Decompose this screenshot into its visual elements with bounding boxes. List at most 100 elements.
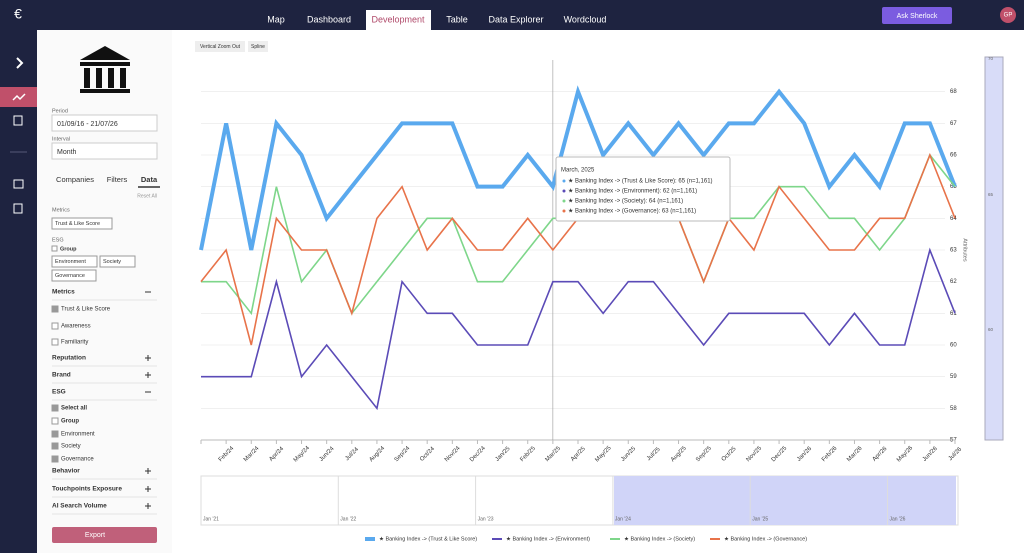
chip[interactable] <box>51 269 97 282</box>
y-tick-label: 59 <box>950 374 957 380</box>
period-label: Period <box>52 108 68 114</box>
chip[interactable] <box>99 255 136 268</box>
nav-tab: Map <box>267 14 285 24</box>
section-header: Brand <box>52 372 71 379</box>
y-tick-label: 63 <box>950 248 957 254</box>
spline-button[interactable] <box>248 41 268 52</box>
y-axis-title: Attributes <box>962 238 968 261</box>
x-tick-label: Oct/24 <box>419 446 436 463</box>
legend-label[interactable]: ★ Banking Index -> (Environment) <box>506 535 590 542</box>
export-button[interactable] <box>52 527 157 543</box>
zoom-button[interactable] <box>195 41 245 52</box>
x-tick-label: Jun/24 <box>319 445 336 462</box>
period-value: 01/09/16 - 21/07/26 <box>57 121 118 128</box>
chip-label: Governance <box>55 273 85 279</box>
checkbox[interactable] <box>51 417 59 425</box>
chip[interactable] <box>51 217 113 230</box>
folder-icon[interactable] <box>13 179 24 189</box>
bar-icon[interactable] <box>13 115 23 126</box>
x-tick-label: Dec/25 <box>771 445 789 463</box>
checkbox-label: Society <box>61 444 81 450</box>
y-tick-label: 67 <box>950 121 957 127</box>
checkbox-label: Awareness <box>61 324 91 330</box>
checkbox[interactable] <box>51 442 59 450</box>
chip-label: Environment <box>55 259 86 265</box>
legend-label[interactable]: ★ Banking Index -> (Society) <box>624 535 695 542</box>
tooltip-title: March, 2025 <box>561 168 595 174</box>
sidebar-tab: Filters <box>107 175 128 184</box>
avatar[interactable] <box>1000 7 1016 23</box>
y-navigator[interactable] <box>984 56 1004 441</box>
x-tick-label: Jun/25 <box>620 445 637 462</box>
y-tick-label: 65 <box>950 184 957 190</box>
nav-tab: Table <box>446 14 468 24</box>
interval-select[interactable] <box>51 142 158 160</box>
bank-icon <box>80 46 130 93</box>
checkbox[interactable] <box>51 430 59 438</box>
tooltip-dot <box>562 189 566 193</box>
active-tab <box>366 10 431 30</box>
checkbox[interactable] <box>51 404 59 412</box>
tooltip <box>555 156 731 222</box>
nav-tab: Dashboard <box>307 14 351 24</box>
x-tick-label: Nov/24 <box>444 445 462 463</box>
ask-label: Ask Sherlock <box>897 13 938 20</box>
sidebar-tab: Data <box>141 175 158 184</box>
x-tick-label: May/24 <box>293 445 312 464</box>
x-tick-label: Jul/24 <box>344 446 360 462</box>
chip[interactable] <box>51 255 98 268</box>
tooltip-line: ★ Banking Index -> (Society): 64 (n=1,16… <box>568 198 683 205</box>
expand-icon[interactable] <box>16 57 24 69</box>
x-tick-label: Feb/26 <box>821 445 839 463</box>
y-tick-label: 64 <box>950 216 957 222</box>
tooltip-dot <box>562 179 566 183</box>
avatar-initials: GP <box>1004 13 1013 19</box>
period-input[interactable] <box>51 114 158 132</box>
checkbox[interactable] <box>51 455 59 463</box>
x-tick-label: Jan/25 <box>495 445 512 462</box>
legend-label[interactable]: ★ Banking Index -> (Governance) <box>724 535 807 542</box>
x-tick-label: Mar/26 <box>846 445 864 463</box>
checkbox[interactable] <box>51 245 58 252</box>
ask-button[interactable] <box>882 7 952 24</box>
toolbar-button: Spline <box>251 44 265 50</box>
x-tick-label: May/26 <box>896 445 915 464</box>
legend-label[interactable]: ★ Banking Index -> (Trust & Like Score) <box>379 535 477 542</box>
y-tick-label: 66 <box>950 153 957 159</box>
chip-label: Trust & Like Score <box>55 221 100 227</box>
x-tick-label: Oct/25 <box>721 446 738 463</box>
group-label: Group <box>60 246 77 252</box>
x-tick-label: Sep/25 <box>695 445 713 463</box>
tooltip-dot <box>562 209 566 213</box>
section-header: Touchpoints Exposure <box>52 486 122 493</box>
icon-bar <box>0 30 37 553</box>
x-tick-label: Apr/24 <box>268 446 285 463</box>
star-icon[interactable] <box>13 203 23 214</box>
y-tick-label: 68 <box>950 89 957 95</box>
checkbox-label: Governance <box>61 457 94 463</box>
x-tick-label: Jan/26 <box>796 445 813 462</box>
checkbox[interactable] <box>51 322 59 330</box>
section-header: Behavior <box>52 468 80 475</box>
y-tick-label: 57 <box>950 438 957 444</box>
nav-scale-label: 70 <box>988 56 994 61</box>
x-tick-label: Aug/25 <box>670 445 688 463</box>
checkbox[interactable] <box>51 338 59 346</box>
x-tick-label: Jul/26 <box>948 446 964 462</box>
y-tick-label: 60 <box>950 343 957 349</box>
navigator-selection[interactable] <box>614 476 956 525</box>
chip-label: Society <box>103 259 121 265</box>
x-tick-label: Mar/25 <box>545 445 563 463</box>
x-tick-label: Nov/25 <box>745 445 763 463</box>
x-tick-label: Feb/25 <box>519 445 537 463</box>
navigator-label: Jan '21 <box>203 516 219 522</box>
navigator-label: Jan '23 <box>478 516 494 522</box>
reset-all: Reset All <box>137 193 157 199</box>
tooltip-line: ★ Banking Index -> (Governance): 63 (n=1… <box>568 208 696 215</box>
esg-label: ESG <box>52 237 64 243</box>
x-tick-label: Jul/25 <box>646 446 662 462</box>
checkbox[interactable] <box>51 305 59 313</box>
interval-label: Interval <box>52 136 70 142</box>
section-header: Metrics <box>52 289 75 296</box>
